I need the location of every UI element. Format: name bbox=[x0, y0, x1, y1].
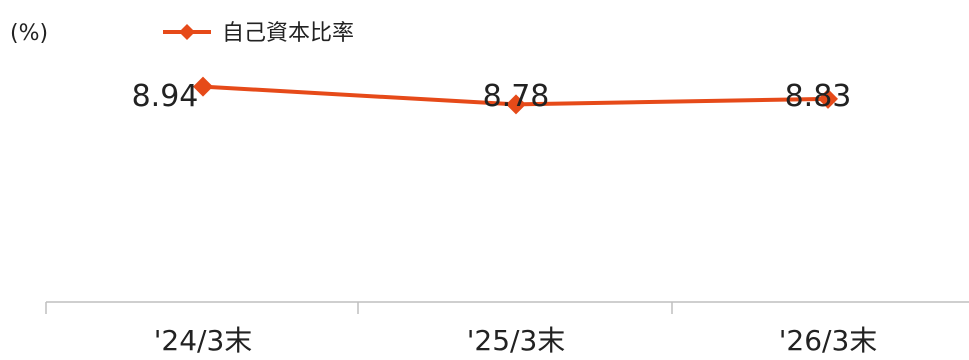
legend-label: 自己資本比率 bbox=[222, 21, 354, 46]
unit-label: (%) bbox=[10, 21, 48, 46]
x-axis bbox=[45, 301, 969, 314]
x-tick-labels: '24/3末 '25/3末 '26/3末 bbox=[154, 324, 878, 357]
x-tick-label: '24/3末 bbox=[154, 324, 253, 357]
legend-marker-diamond bbox=[179, 24, 195, 40]
series-group bbox=[193, 76, 838, 115]
data-label: 8.83 bbox=[785, 79, 852, 114]
x-tick-label: '25/3末 bbox=[467, 324, 566, 357]
data-point-marker bbox=[506, 94, 526, 115]
data-point-marker bbox=[193, 76, 213, 97]
x-tick-label: '26/3末 bbox=[779, 324, 878, 357]
data-point-marker bbox=[818, 88, 838, 109]
data-label: 8.94 bbox=[132, 79, 199, 114]
data-labels: 8.94 8.78 8.83 bbox=[132, 79, 852, 114]
legend: 自己資本比率 bbox=[163, 21, 354, 46]
data-label: 8.78 bbox=[483, 79, 550, 114]
